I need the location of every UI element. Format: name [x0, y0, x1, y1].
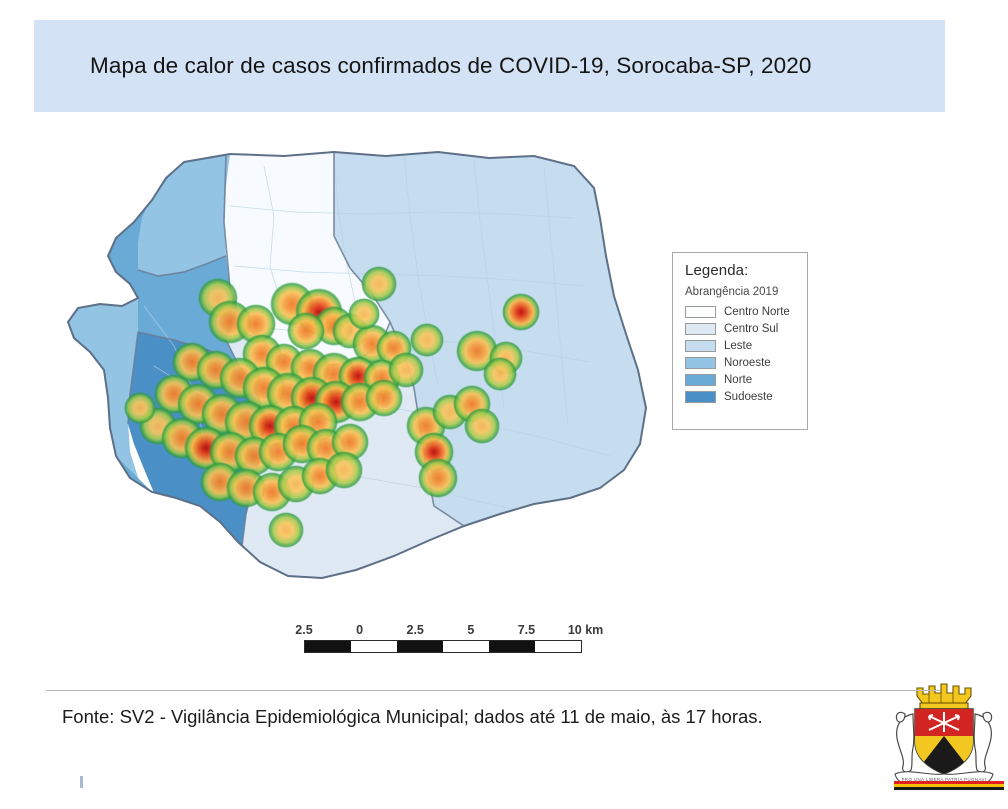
legend-label: Sudoeste — [724, 390, 773, 403]
legend-swatch — [685, 305, 716, 318]
flag-stripe-band — [894, 787, 1004, 790]
scale-segment — [535, 641, 581, 652]
scale-bar-labels: 2.5 0 2.5 5 7.5 10 km — [295, 623, 604, 640]
legend-entry: Leste — [685, 337, 797, 354]
heat-blob — [388, 352, 424, 388]
legend-entry: Noroeste — [685, 354, 797, 371]
mural-crown-icon — [916, 683, 972, 710]
scale-segment — [351, 641, 397, 652]
scale-segment — [489, 641, 535, 652]
legend-swatch — [685, 322, 716, 335]
legend-entry: Centro Sul — [685, 320, 797, 337]
legend-entry: Norte — [685, 371, 797, 388]
scale-tick-label: 0 — [356, 623, 364, 637]
choropleth-heatmap-canvas — [34, 126, 694, 671]
heat-blob — [124, 392, 156, 424]
legend-swatch — [685, 373, 716, 386]
heat-blob — [236, 304, 276, 344]
scale-tick-label: 2.5 — [406, 623, 424, 637]
legend-swatch — [685, 356, 716, 369]
legend-swatch — [685, 390, 716, 403]
heat-blob — [410, 323, 444, 357]
legend-subtitle: Abrangência 2019 — [685, 286, 779, 298]
legend-entry: Sudoeste — [685, 388, 797, 405]
scale-segment — [397, 641, 443, 652]
map-figure: Legenda: Abrangência 2019 Centro Norte Ce… — [34, 126, 1004, 790]
title-banner: Mapa de calor de casos confirmados de CO… — [34, 20, 945, 112]
heat-blob — [348, 298, 380, 330]
legend-heading: Legenda: — [685, 262, 749, 279]
heat-blob — [361, 266, 397, 302]
legend-entry: Centro Norte — [685, 303, 797, 320]
heat-blob — [464, 408, 500, 444]
scale-tick-label: 7.5 — [517, 623, 536, 637]
scale-segment — [443, 641, 489, 652]
heat-blob — [365, 379, 403, 417]
shield-icon — [914, 708, 974, 775]
heat-blob — [418, 458, 458, 498]
scale-segment — [305, 641, 351, 652]
heat-blob-layer — [124, 266, 540, 548]
legend-label: Leste — [724, 339, 753, 352]
scale-bar: 2.5 0 2.5 5 7.5 10 km — [295, 623, 604, 653]
heat-blob — [502, 293, 540, 331]
page-title: Mapa de calor de casos confirmados de CO… — [90, 53, 812, 78]
legend-label: Centro Sul — [724, 322, 779, 335]
legend-label: Noroeste — [724, 356, 771, 369]
flag-stripe — [894, 781, 1004, 790]
heat-blob — [483, 357, 517, 391]
heat-blob — [325, 451, 363, 489]
legend-entry-list: Centro Norte Centro Sul Leste Noroeste Norte… — [685, 303, 797, 405]
scale-bar-track — [304, 640, 582, 653]
heat-blob — [456, 330, 498, 372]
edge-artifact — [80, 776, 83, 788]
scale-tick-label: 5 — [467, 623, 475, 637]
heat-blob — [287, 312, 325, 350]
city-outline — [66, 150, 648, 580]
scale-tick-label: 10 km — [567, 623, 604, 637]
region-noroeste-west — [68, 298, 138, 478]
map-legend: Legenda: Abrangência 2019 Centro Norte Ce… — [672, 252, 808, 430]
legend-swatch — [685, 339, 716, 352]
footer-divider — [46, 690, 940, 691]
legend-label: Centro Norte — [724, 305, 790, 318]
scale-tick-label: 2.5 — [295, 623, 313, 637]
legend-label: Norte — [724, 373, 753, 386]
source-note: Fonte: SV2 - Vigilância Epidemiológica M… — [62, 706, 763, 727]
heat-blob — [268, 512, 304, 548]
